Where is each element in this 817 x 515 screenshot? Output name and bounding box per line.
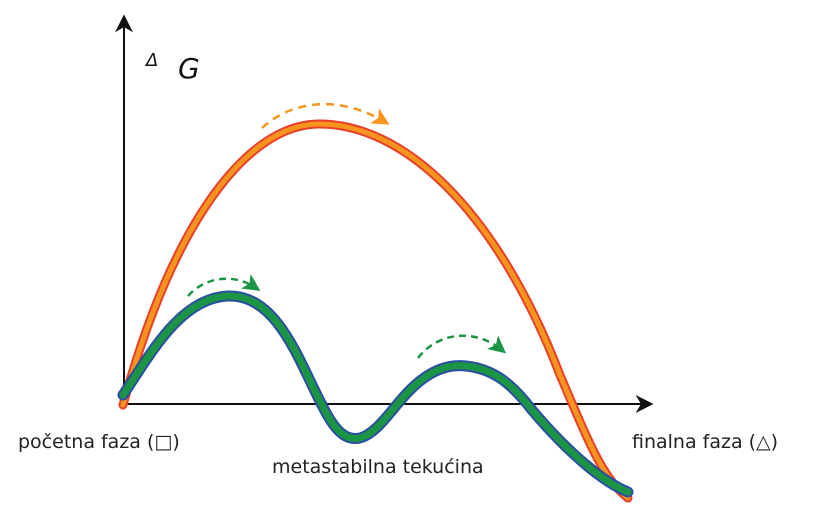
green-transition-arrow-1 [187, 273, 261, 297]
orange-transition-arrow [261, 103, 390, 129]
y-axis-label: G [178, 52, 200, 85]
final-phase-label: finalna faza (△) [632, 431, 778, 453]
initial-phase-label: početna faza (□) [18, 431, 180, 453]
orange-curve [118, 119, 633, 503]
y-axis-delta: Δ [144, 50, 158, 71]
green-curve [117, 290, 634, 498]
metastable-liquid-label: metastabilna tekućina [272, 456, 484, 478]
green-transition-arrow-2 [417, 334, 507, 359]
